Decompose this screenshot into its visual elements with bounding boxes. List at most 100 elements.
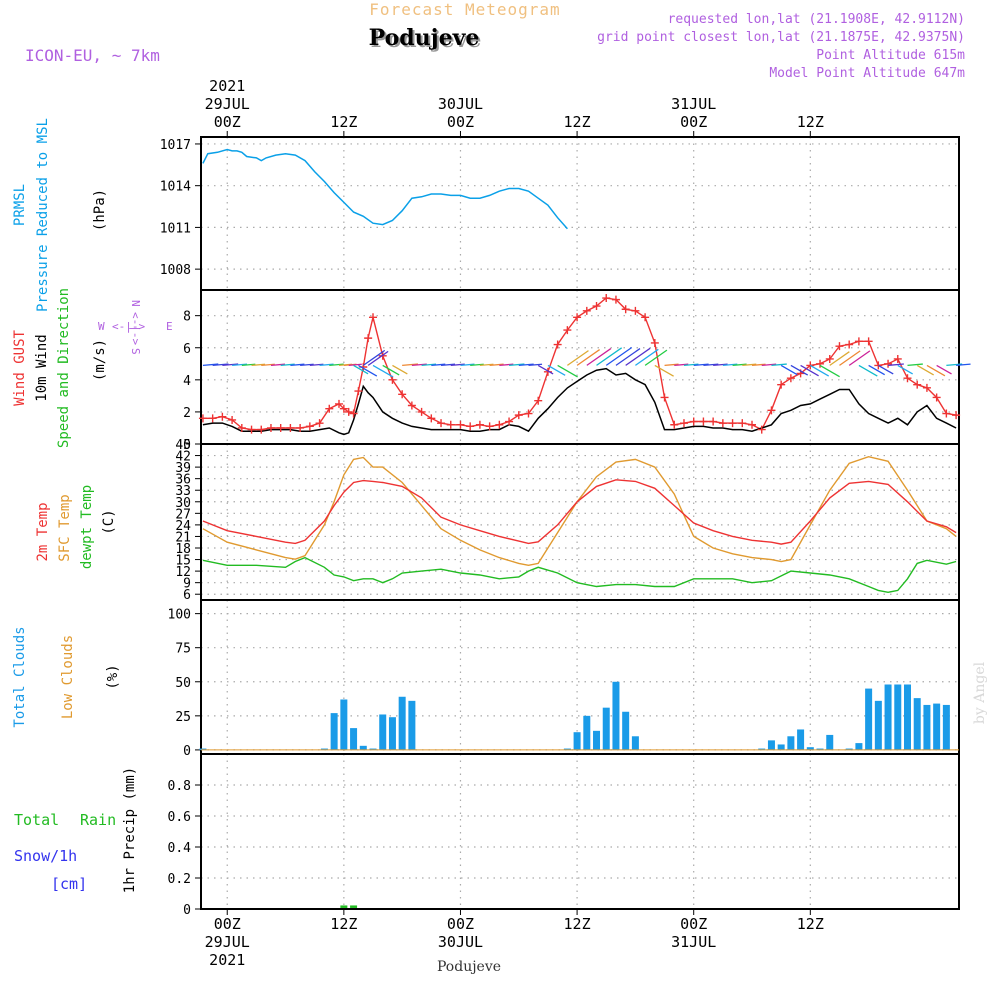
cloud-bar <box>767 740 775 750</box>
y-tick-label: 0.2 <box>168 872 191 887</box>
sfc-temp-line <box>202 455 957 567</box>
y-tick-label: 42 <box>175 450 191 465</box>
bottom-time-label: 00Z <box>447 915 474 933</box>
wind-direction-arrow <box>537 364 554 375</box>
temp-2m-line <box>202 479 957 545</box>
wind-direction-arrow <box>460 363 475 367</box>
pressure-label: Pressure Reduced to MSL <box>35 118 51 312</box>
wind-gust-marker <box>602 294 611 303</box>
cloud-bar <box>602 707 610 750</box>
wind-gust-marker <box>932 393 941 402</box>
low-clouds-label: Low Clouds <box>60 635 76 719</box>
wind-gust-marker <box>315 419 324 428</box>
compass-vertical-arrow: <-|-> <box>129 312 142 345</box>
wind-direction-arrow <box>440 363 456 367</box>
wind-direction-arrow <box>372 364 394 378</box>
wind-direction-arrow <box>251 363 266 367</box>
wind-gust-marker <box>573 313 582 322</box>
wind-direction-arrow <box>819 364 840 378</box>
wind-direction-arrow <box>644 349 668 366</box>
wind-direction-arrow <box>566 350 589 366</box>
wind-direction-arrow <box>202 363 219 367</box>
compass-horizontal-arrow: <-|-> <box>112 320 145 333</box>
wind-gust-marker <box>718 419 727 428</box>
cloud-bar <box>583 715 591 750</box>
wind-direction-arrow <box>771 363 787 367</box>
wind-direction-arrow <box>780 364 798 376</box>
wind-gust-marker <box>427 414 436 423</box>
wind-direction-arrow <box>742 363 757 367</box>
wind-direction-arrow <box>683 363 699 367</box>
cloud-bar <box>942 704 950 750</box>
wind-direction-arrow <box>713 363 728 367</box>
wind-direction-arrow <box>300 363 314 367</box>
cloud-bar <box>199 748 207 751</box>
pressure-line <box>202 148 568 230</box>
wind-direction-arrow <box>450 363 465 367</box>
wind-direction-arrow <box>625 347 651 366</box>
cloud-bar <box>340 699 348 750</box>
wind-gust-marker <box>339 404 348 413</box>
wind-gust-marker <box>738 419 747 428</box>
wind-gust-marker <box>364 334 373 343</box>
wind-gust-marker <box>534 396 543 405</box>
wind-gust-marker <box>237 423 246 432</box>
y-tick-label: 1014 <box>160 180 191 195</box>
cloud-bar <box>573 732 581 750</box>
wind-direction-arrow <box>290 363 305 367</box>
wind-direction-arrow <box>402 363 419 367</box>
wind-direction-arrow <box>528 363 543 367</box>
wind-gust-marker <box>621 305 630 314</box>
cloud-bar <box>369 748 377 751</box>
wind-gust-marker <box>228 415 237 424</box>
wind-gust-marker <box>344 407 353 416</box>
y-tick-label: 4 <box>183 374 191 389</box>
wind-gust-marker <box>631 306 640 315</box>
wind-direction-arrow <box>693 363 709 367</box>
wind-direction-arrow <box>212 363 229 367</box>
wind-gust-marker <box>767 406 776 415</box>
wind-gust-marker <box>218 412 227 421</box>
y-tick-label: 0 <box>183 744 191 759</box>
y-tick-label: 6 <box>183 342 191 357</box>
wind-gust-marker <box>864 337 873 346</box>
wind-gust-marker <box>446 420 455 429</box>
wind-direction-arrow <box>878 364 894 375</box>
precip-unit-label: 1hr Precip (mm) <box>122 767 138 893</box>
total-label: Total <box>14 811 59 829</box>
wind-gust-label: Wind GUST <box>12 330 28 406</box>
cloud-bar <box>913 698 921 750</box>
top-time-label: 30JUL <box>438 95 483 113</box>
wind-direction-arrow <box>664 363 679 367</box>
cloud-bar <box>320 748 328 751</box>
wind-direction-arrow <box>703 363 719 367</box>
y-tick-label: 30 <box>175 496 191 511</box>
wind-direction-arrow <box>479 363 494 367</box>
wind-direction-arrow <box>956 363 971 367</box>
temp-2m-label: 2m Temp <box>35 502 51 561</box>
wind-gust-marker <box>334 399 343 408</box>
top-time-label: 29JUL <box>205 95 250 113</box>
rain-bar <box>350 905 358 908</box>
wind-gust-marker <box>485 422 494 431</box>
forecast-meteogram-title: Forecast Meteogram <box>369 0 560 19</box>
cloud-bar <box>806 747 814 750</box>
y-tick-label: 24 <box>175 519 191 534</box>
wind-gust-marker <box>854 337 863 346</box>
wind-gust-marker <box>354 387 363 396</box>
total-clouds-label: Total Clouds <box>12 626 28 727</box>
cloud-bar <box>612 681 620 750</box>
wind-gust-marker <box>466 422 475 431</box>
prmsl-label: PRMSL <box>12 184 28 226</box>
cloud-bar <box>359 745 367 750</box>
cloud-bar <box>797 729 805 750</box>
wind-direction-arrow <box>232 363 248 367</box>
cloud-bar <box>777 744 785 750</box>
wind-direction-arrow <box>241 363 256 367</box>
wind-direction-arrow <box>586 348 612 366</box>
cloud-bar <box>350 728 358 750</box>
wind-gust-marker <box>942 409 951 418</box>
wind-gust-marker <box>611 295 620 304</box>
wind-direction-arrow <box>946 363 963 367</box>
